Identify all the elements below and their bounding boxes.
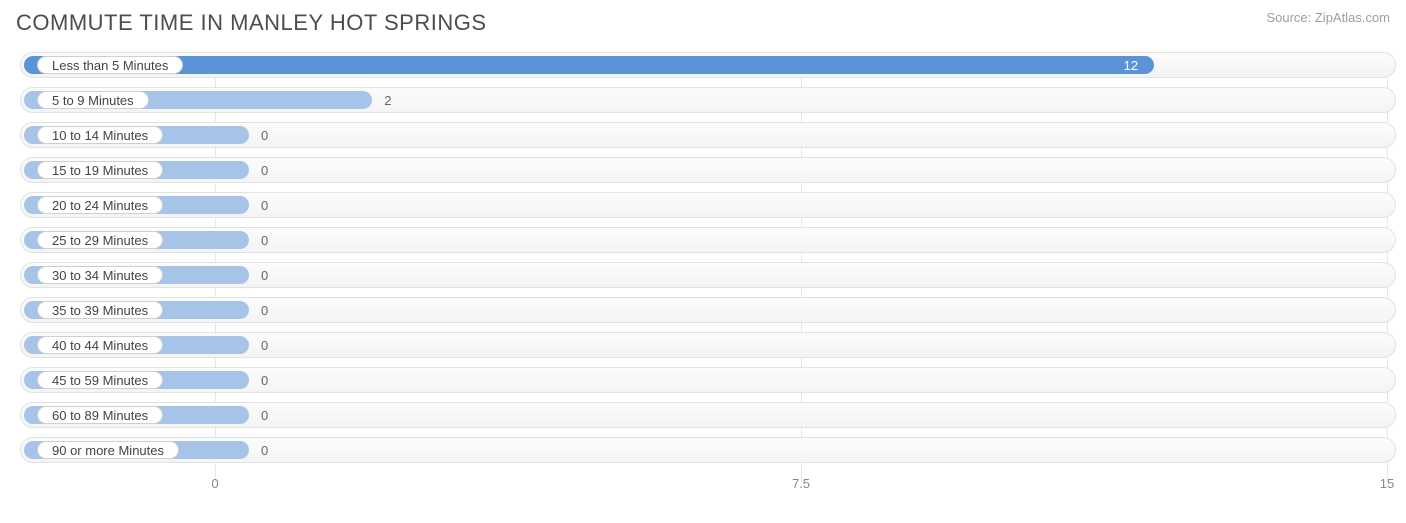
bar-fill (24, 56, 1154, 74)
bar-label-pill: 25 to 29 Minutes (37, 231, 163, 249)
bar-row: 60 to 89 Minutes 0 (20, 402, 1396, 428)
bar-value: 0 (261, 158, 268, 182)
plot-area: Less than 5 Minutes 12 5 to 9 Minutes 2 10 t… (20, 52, 1396, 482)
bar-value: 0 (261, 298, 268, 322)
bar-label-pill: 15 to 19 Minutes (37, 161, 163, 179)
bar-row: 40 to 44 Minutes 0 (20, 332, 1396, 358)
bar-label-pill: 10 to 14 Minutes (37, 126, 163, 144)
bar-label-pill: Less than 5 Minutes (37, 56, 183, 74)
bar-row: 90 or more Minutes 0 (20, 437, 1396, 463)
bar-value: 0 (261, 263, 268, 287)
bar-value: 2 (384, 88, 391, 112)
bar-label-pill: 45 to 59 Minutes (37, 371, 163, 389)
axis-tick: 15 (1380, 476, 1394, 491)
axis-tick: 0 (211, 476, 218, 491)
bar-row: 15 to 19 Minutes 0 (20, 157, 1396, 183)
bar-value: 0 (261, 333, 268, 357)
bar-row: 20 to 24 Minutes 0 (20, 192, 1396, 218)
bar-row: 30 to 34 Minutes 0 (20, 262, 1396, 288)
chart-container: COMMUTE TIME IN MANLEY HOT SPRINGS Sourc… (6, 4, 1400, 519)
bar-value: 0 (261, 228, 268, 252)
chart-header: COMMUTE TIME IN MANLEY HOT SPRINGS Sourc… (6, 4, 1400, 46)
bar-value: 0 (261, 368, 268, 392)
chart-title: COMMUTE TIME IN MANLEY HOT SPRINGS (16, 10, 487, 36)
bar-rows: Less than 5 Minutes 12 5 to 9 Minutes 2 10 t… (20, 52, 1396, 472)
bar-label-pill: 90 or more Minutes (37, 441, 179, 459)
bar-label-pill: 35 to 39 Minutes (37, 301, 163, 319)
bar-value: 0 (261, 123, 268, 147)
chart-source: Source: ZipAtlas.com (1266, 10, 1390, 25)
bar-label-pill: 30 to 34 Minutes (37, 266, 163, 284)
bar-row: Less than 5 Minutes 12 (20, 52, 1396, 78)
bar-row: 25 to 29 Minutes 0 (20, 227, 1396, 253)
bar-label-pill: 40 to 44 Minutes (37, 336, 163, 354)
bar-row: 10 to 14 Minutes 0 (20, 122, 1396, 148)
bar-label-pill: 20 to 24 Minutes (37, 196, 163, 214)
bar-label-pill: 5 to 9 Minutes (37, 91, 149, 109)
bar-value: 0 (261, 438, 268, 462)
bar-row: 45 to 59 Minutes 0 (20, 367, 1396, 393)
bar-row: 35 to 39 Minutes 0 (20, 297, 1396, 323)
bar-row: 5 to 9 Minutes 2 (20, 87, 1396, 113)
bar-label-pill: 60 to 89 Minutes (37, 406, 163, 424)
axis-tick: 7.5 (792, 476, 810, 491)
bar-value: 12 (1124, 53, 1138, 77)
bar-value: 0 (261, 403, 268, 427)
bar-value: 0 (261, 193, 268, 217)
